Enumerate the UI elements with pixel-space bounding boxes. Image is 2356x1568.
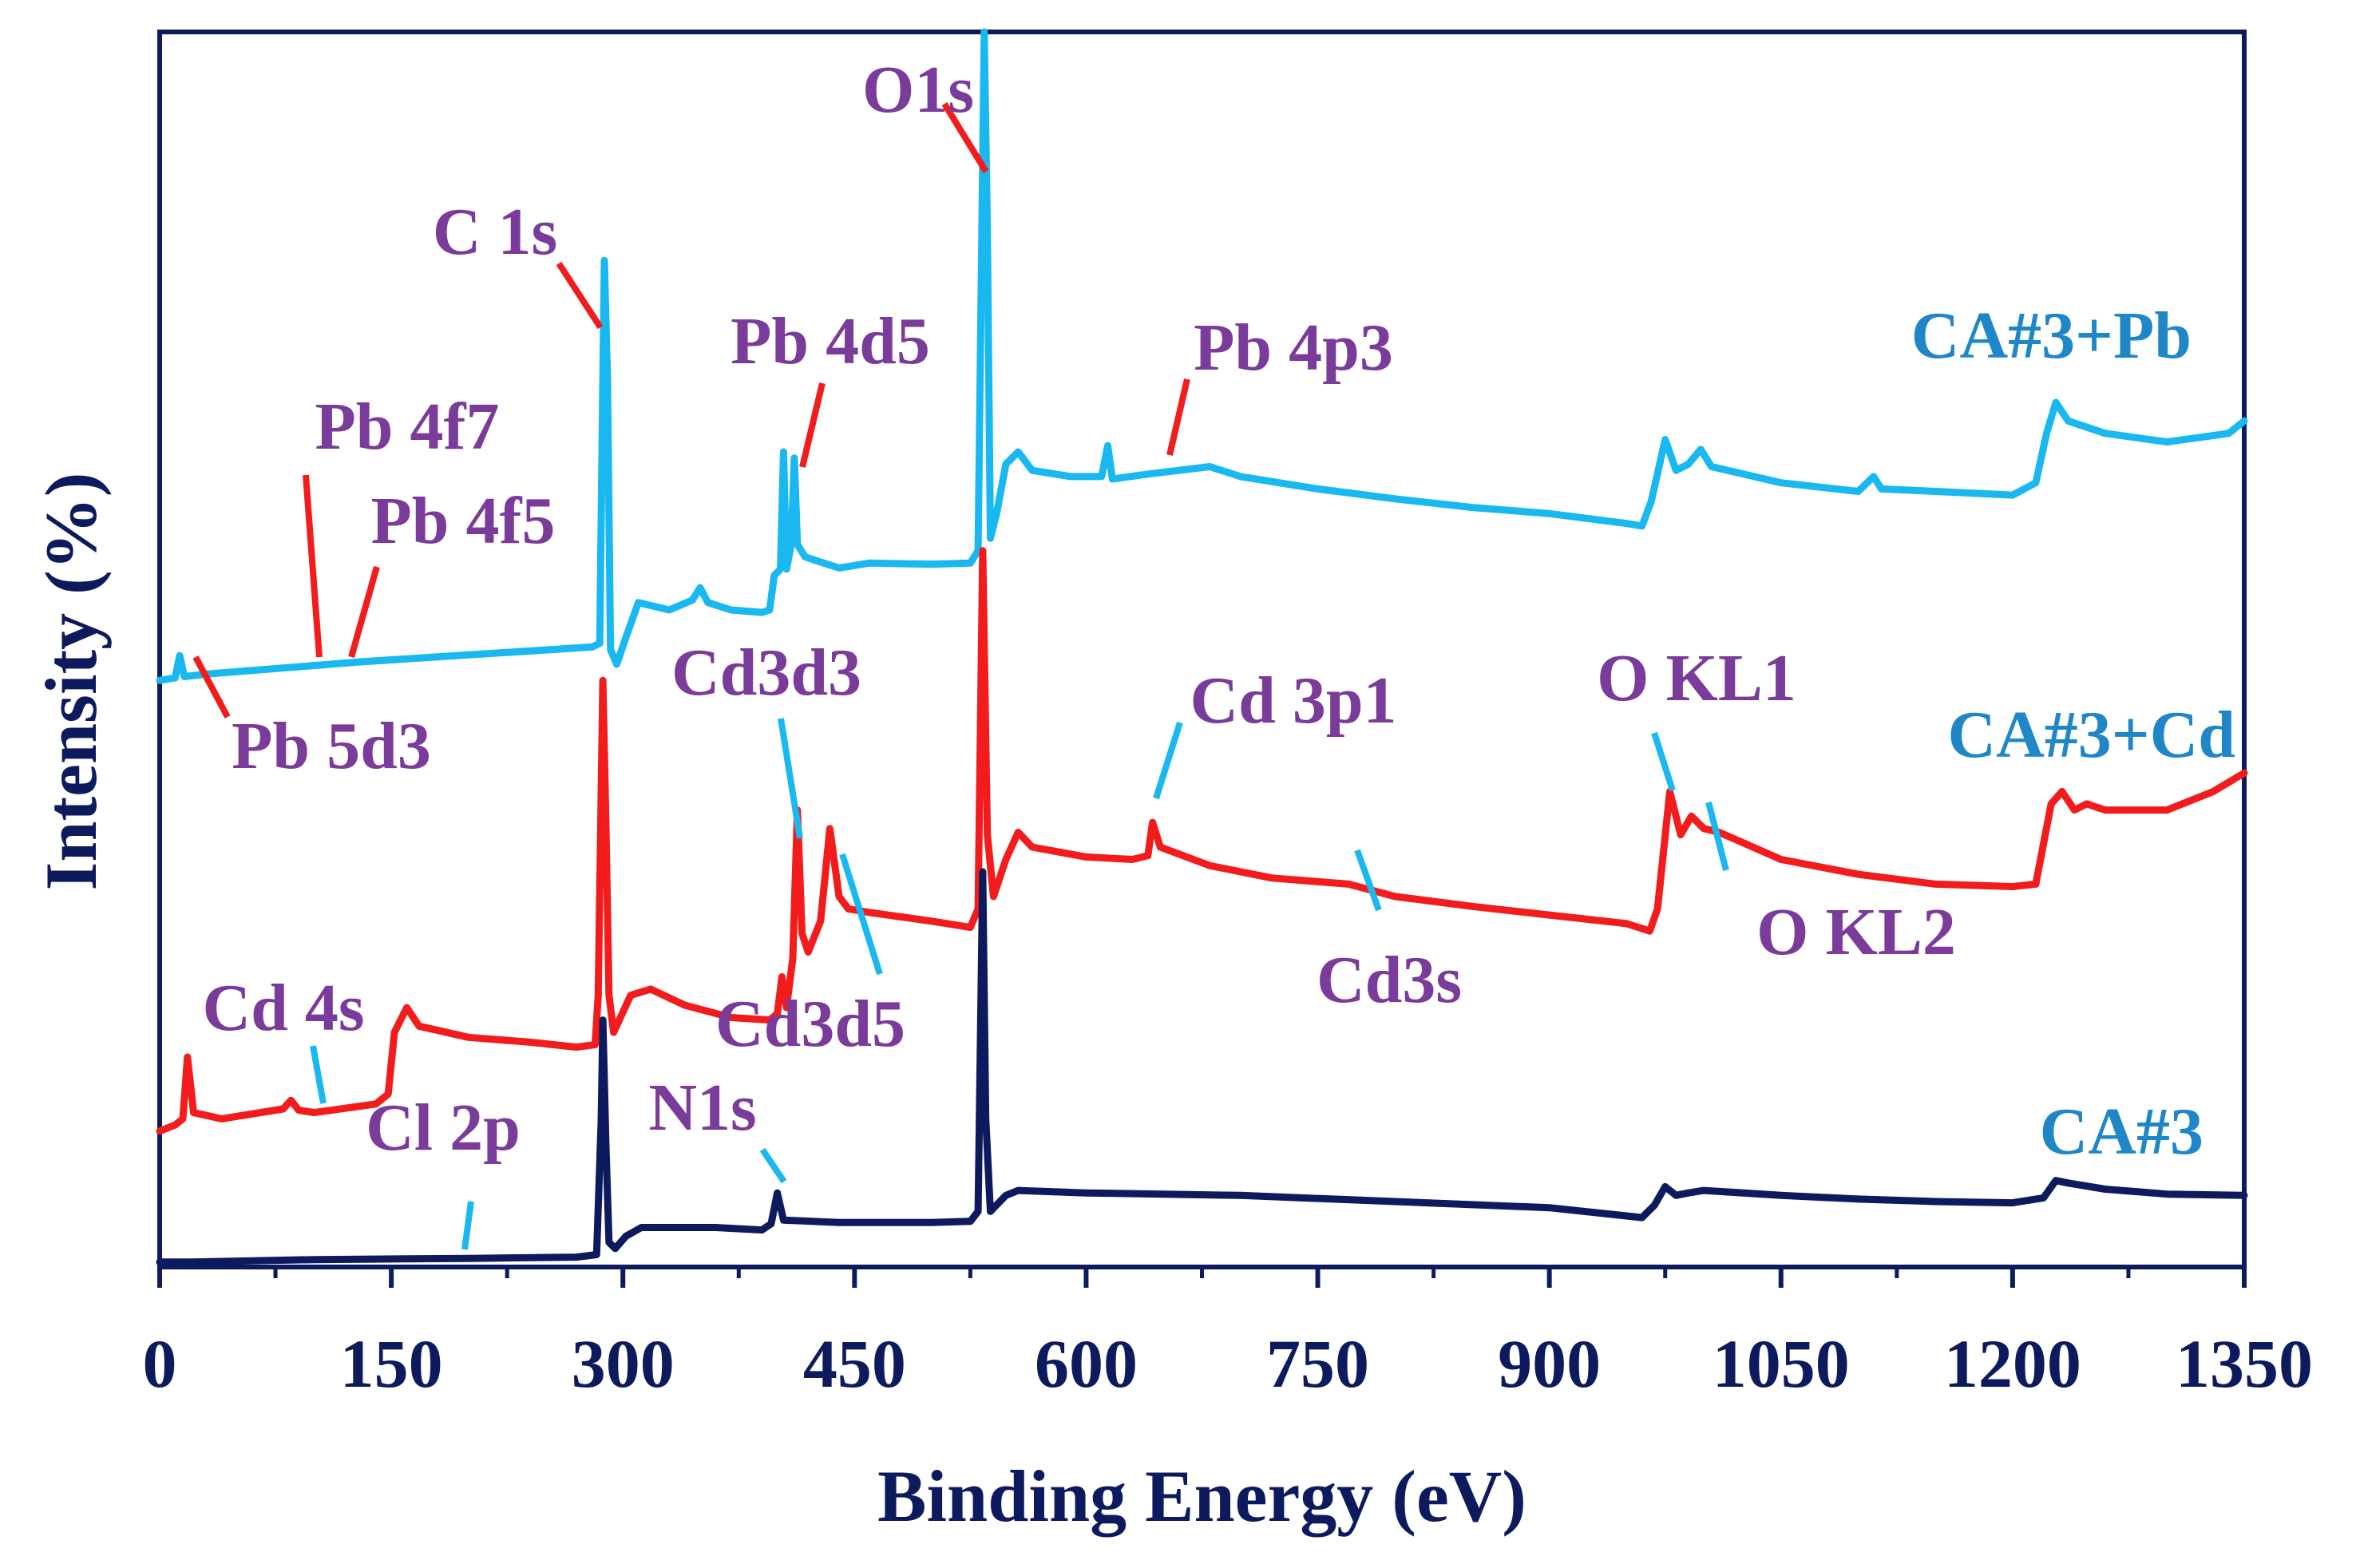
x-axis: 0 150 300 450 600 750 900 1050 1200 1350 <box>143 1267 2313 1402</box>
y-axis-title: Intensity (%) <box>30 473 112 891</box>
series-label-ca-3-cd: CA#3+Cd <box>1947 698 2235 772</box>
series-line-ca-3 <box>156 868 2248 1266</box>
peak-marker-cd3d5 <box>839 853 883 976</box>
peak-marker-o1s <box>941 101 989 174</box>
x-tick-label: 1350 <box>2176 1325 2313 1402</box>
series-label-layer: CA#3+Pb CA#3+Cd CA#3 <box>1911 299 2235 1169</box>
peak-marker-c-1s <box>556 261 604 330</box>
peak-label-o-kl2: O KL2 <box>1756 895 1956 969</box>
peak-label-cd3d3: Cd3d3 <box>671 636 861 710</box>
x-tick-label: 300 <box>572 1325 675 1402</box>
peak-marker-cl-2p <box>461 1201 474 1250</box>
peak-label-pb-5d3: Pb 5d3 <box>232 709 431 783</box>
series-layer <box>156 28 2248 1266</box>
peak-label-cd3s: Cd3s <box>1317 943 1462 1017</box>
peak-marker-cd3d3 <box>778 718 803 839</box>
peak-marker-pb-4f5 <box>348 565 380 659</box>
peak-marker-pb-5d3 <box>192 655 231 719</box>
peak-marker-cd3s <box>1354 849 1382 912</box>
x-tick-label: 0 <box>143 1325 177 1402</box>
peak-marker-n1s <box>759 1147 787 1184</box>
peak-label-pb-4f5: Pb 4f5 <box>371 484 556 558</box>
peak-marker-o-kl2 <box>1705 801 1729 872</box>
peak-label-o-kl1: O KL1 <box>1597 641 1796 715</box>
peak-label-cd-3p1: Cd 3p1 <box>1190 663 1396 738</box>
x-tick-label: 1200 <box>1944 1325 2081 1402</box>
series-label-ca-3-pb: CA#3+Pb <box>1911 299 2192 373</box>
series-line-ca-3-cd <box>156 547 2248 1135</box>
peak-label-o1s: O1s <box>862 53 974 127</box>
peak-label-pb-4f7: Pb 4f7 <box>315 390 500 464</box>
peak-marker-o-kl1 <box>1651 731 1676 792</box>
peak-label-n1s: N1s <box>648 1071 756 1145</box>
x-tick-label: 900 <box>1498 1325 1601 1402</box>
peak-marker-cd-4s <box>310 1045 327 1104</box>
series-label-ca-3: CA#3 <box>2040 1095 2204 1169</box>
peak-marker-pb-4f7 <box>303 474 323 658</box>
x-tick-label: 750 <box>1266 1325 1369 1402</box>
peak-label-cd-4s: Cd 4s <box>202 971 364 1045</box>
x-tick-label: 450 <box>803 1325 906 1402</box>
peak-marker-cd-3p1 <box>1153 721 1183 800</box>
peak-label-pb-4p3: Pb 4p3 <box>1194 311 1393 385</box>
series-line-ca-3-pb <box>156 28 2248 684</box>
x-tick-label: 150 <box>340 1325 443 1402</box>
x-tick-label: 600 <box>1035 1325 1138 1402</box>
peak-label-cd3d5: Cd3d5 <box>715 987 905 1061</box>
x-tick-label: 1050 <box>1713 1325 1850 1402</box>
peak-label-cl-2p: Cl 2p <box>366 1091 521 1165</box>
peak-label-pb-4d5: Pb 4d5 <box>731 304 930 378</box>
annotation-layer: O1s C 1s Pb 4d5 Pb 4p3 Pb 4f7 Pb 4f5 Pb 5d3 Cd3… <box>192 53 1956 1250</box>
peak-marker-pb-4d5 <box>799 382 826 468</box>
peak-marker-pb-4p3 <box>1166 378 1190 456</box>
x-axis-title: Binding Energy (eV) <box>877 1455 1526 1537</box>
peak-label-c-1s: C 1s <box>433 195 557 269</box>
